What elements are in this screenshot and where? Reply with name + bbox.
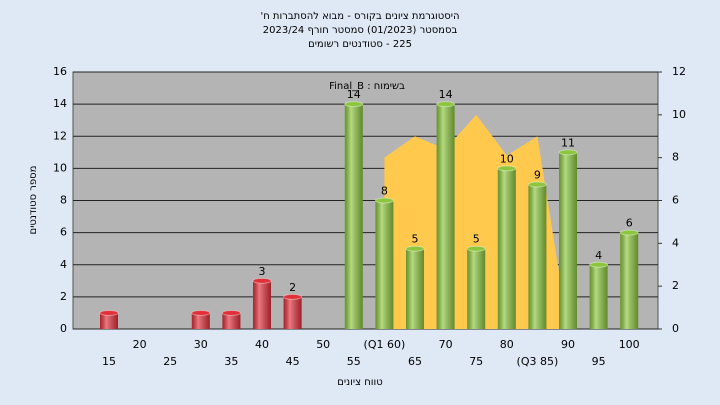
bar-cap: [191, 309, 211, 316]
bar-shade: [436, 104, 455, 329]
bar-shade: [589, 264, 608, 329]
x-tick-label: 40: [255, 338, 269, 351]
bar-shade: [283, 296, 302, 329]
x-tick-label: 100: [619, 338, 640, 351]
bar-cap: [589, 261, 609, 268]
data-label: 14: [347, 88, 361, 101]
bar-cap: [99, 309, 119, 316]
y-tick-label: 8: [60, 194, 67, 207]
x-tick-label: (Q1 60): [364, 338, 406, 351]
y2-tick-label: 8: [672, 151, 679, 164]
bar-shade: [528, 184, 547, 329]
bar-cap: [405, 245, 425, 252]
x-axis-label: טווח ציונים: [337, 377, 382, 388]
bar-cap: [221, 309, 241, 316]
y2-tick-label: 4: [672, 236, 679, 249]
x-tick-label: 55: [347, 355, 361, 368]
data-label: 14: [439, 88, 453, 101]
data-label: 8: [381, 185, 388, 198]
x-tick-label: 70: [439, 338, 453, 351]
bar-shade: [253, 280, 271, 329]
y-axis-label: מספר סטודנטים: [28, 166, 39, 235]
x-tick-label: 35: [224, 355, 238, 368]
data-label: 4: [595, 249, 602, 262]
x-tick-label: 95: [592, 355, 606, 368]
bar-shade: [100, 312, 118, 329]
bar-shade: [467, 248, 486, 329]
y2-tick-label: 0: [672, 322, 679, 335]
bar-shade: [620, 232, 639, 329]
annotation: בשימוח : Final_B: [329, 81, 405, 92]
y-tick-label: 2: [60, 290, 67, 303]
x-tick-label: 90: [561, 338, 575, 351]
x-tick-label: 20: [133, 338, 147, 351]
y2-tick-label: 12: [672, 65, 686, 78]
bar-cap: [527, 181, 547, 188]
bar-shade: [497, 168, 516, 329]
area: [384, 114, 568, 329]
bar-cap: [558, 149, 578, 156]
bar-cap: [344, 101, 364, 108]
y-tick-label: 16: [53, 65, 67, 78]
data-label: 5: [473, 233, 480, 246]
data-label: 10: [500, 152, 514, 165]
x-tick-label: 75: [469, 355, 483, 368]
x-tick-label: 45: [286, 355, 300, 368]
data-label: 5: [412, 233, 419, 246]
x-tick-label: 80: [500, 338, 514, 351]
y-tick-label: 10: [53, 161, 67, 174]
chart-subtitle: 225 - סטודנטים רשומים: [308, 39, 412, 50]
bar-shade: [559, 152, 577, 329]
bar-shade: [375, 200, 394, 329]
bar-cap: [619, 229, 639, 236]
x-tick-label: 25: [163, 355, 177, 368]
x-tick-label: 65: [408, 355, 422, 368]
bar-cap: [283, 293, 303, 300]
y2-tick-label: 6: [672, 194, 679, 207]
bar-cap: [497, 165, 517, 172]
bar-shade: [344, 104, 363, 329]
data-label: 3: [259, 265, 266, 278]
bar-shade: [406, 248, 424, 329]
y-tick-label: 6: [60, 226, 67, 239]
data-label: 9: [534, 168, 541, 181]
y-tick-label: 4: [60, 258, 67, 271]
x-tick-label: 30: [194, 338, 208, 351]
bar-shade: [191, 312, 210, 329]
y2-tick-label: 10: [672, 108, 686, 121]
data-label: 2: [289, 281, 296, 294]
x-tick-label: (Q3 85): [517, 355, 559, 368]
y-tick-label: 14: [53, 97, 67, 110]
chart-subtitle: בסמסטר (01/2023) סמסטר חורף 2023/24: [263, 25, 458, 36]
bar-cap: [374, 197, 394, 204]
data-label: 11: [561, 136, 575, 149]
x-tick-label: 15: [102, 355, 116, 368]
y-tick-label: 0: [60, 322, 67, 335]
bar-cap: [466, 245, 486, 252]
chart-title: היסטוגרמת ציונים בקורס - מבוא להסתברות ח…: [260, 11, 459, 22]
bar-cap: [252, 277, 272, 284]
y2-tick-label: 2: [672, 279, 679, 292]
data-label: 6: [626, 217, 633, 230]
y-tick-label: 12: [53, 129, 67, 142]
x-tick-label: 50: [316, 338, 330, 351]
bar-cap: [436, 101, 456, 108]
bar-shade: [222, 312, 241, 329]
